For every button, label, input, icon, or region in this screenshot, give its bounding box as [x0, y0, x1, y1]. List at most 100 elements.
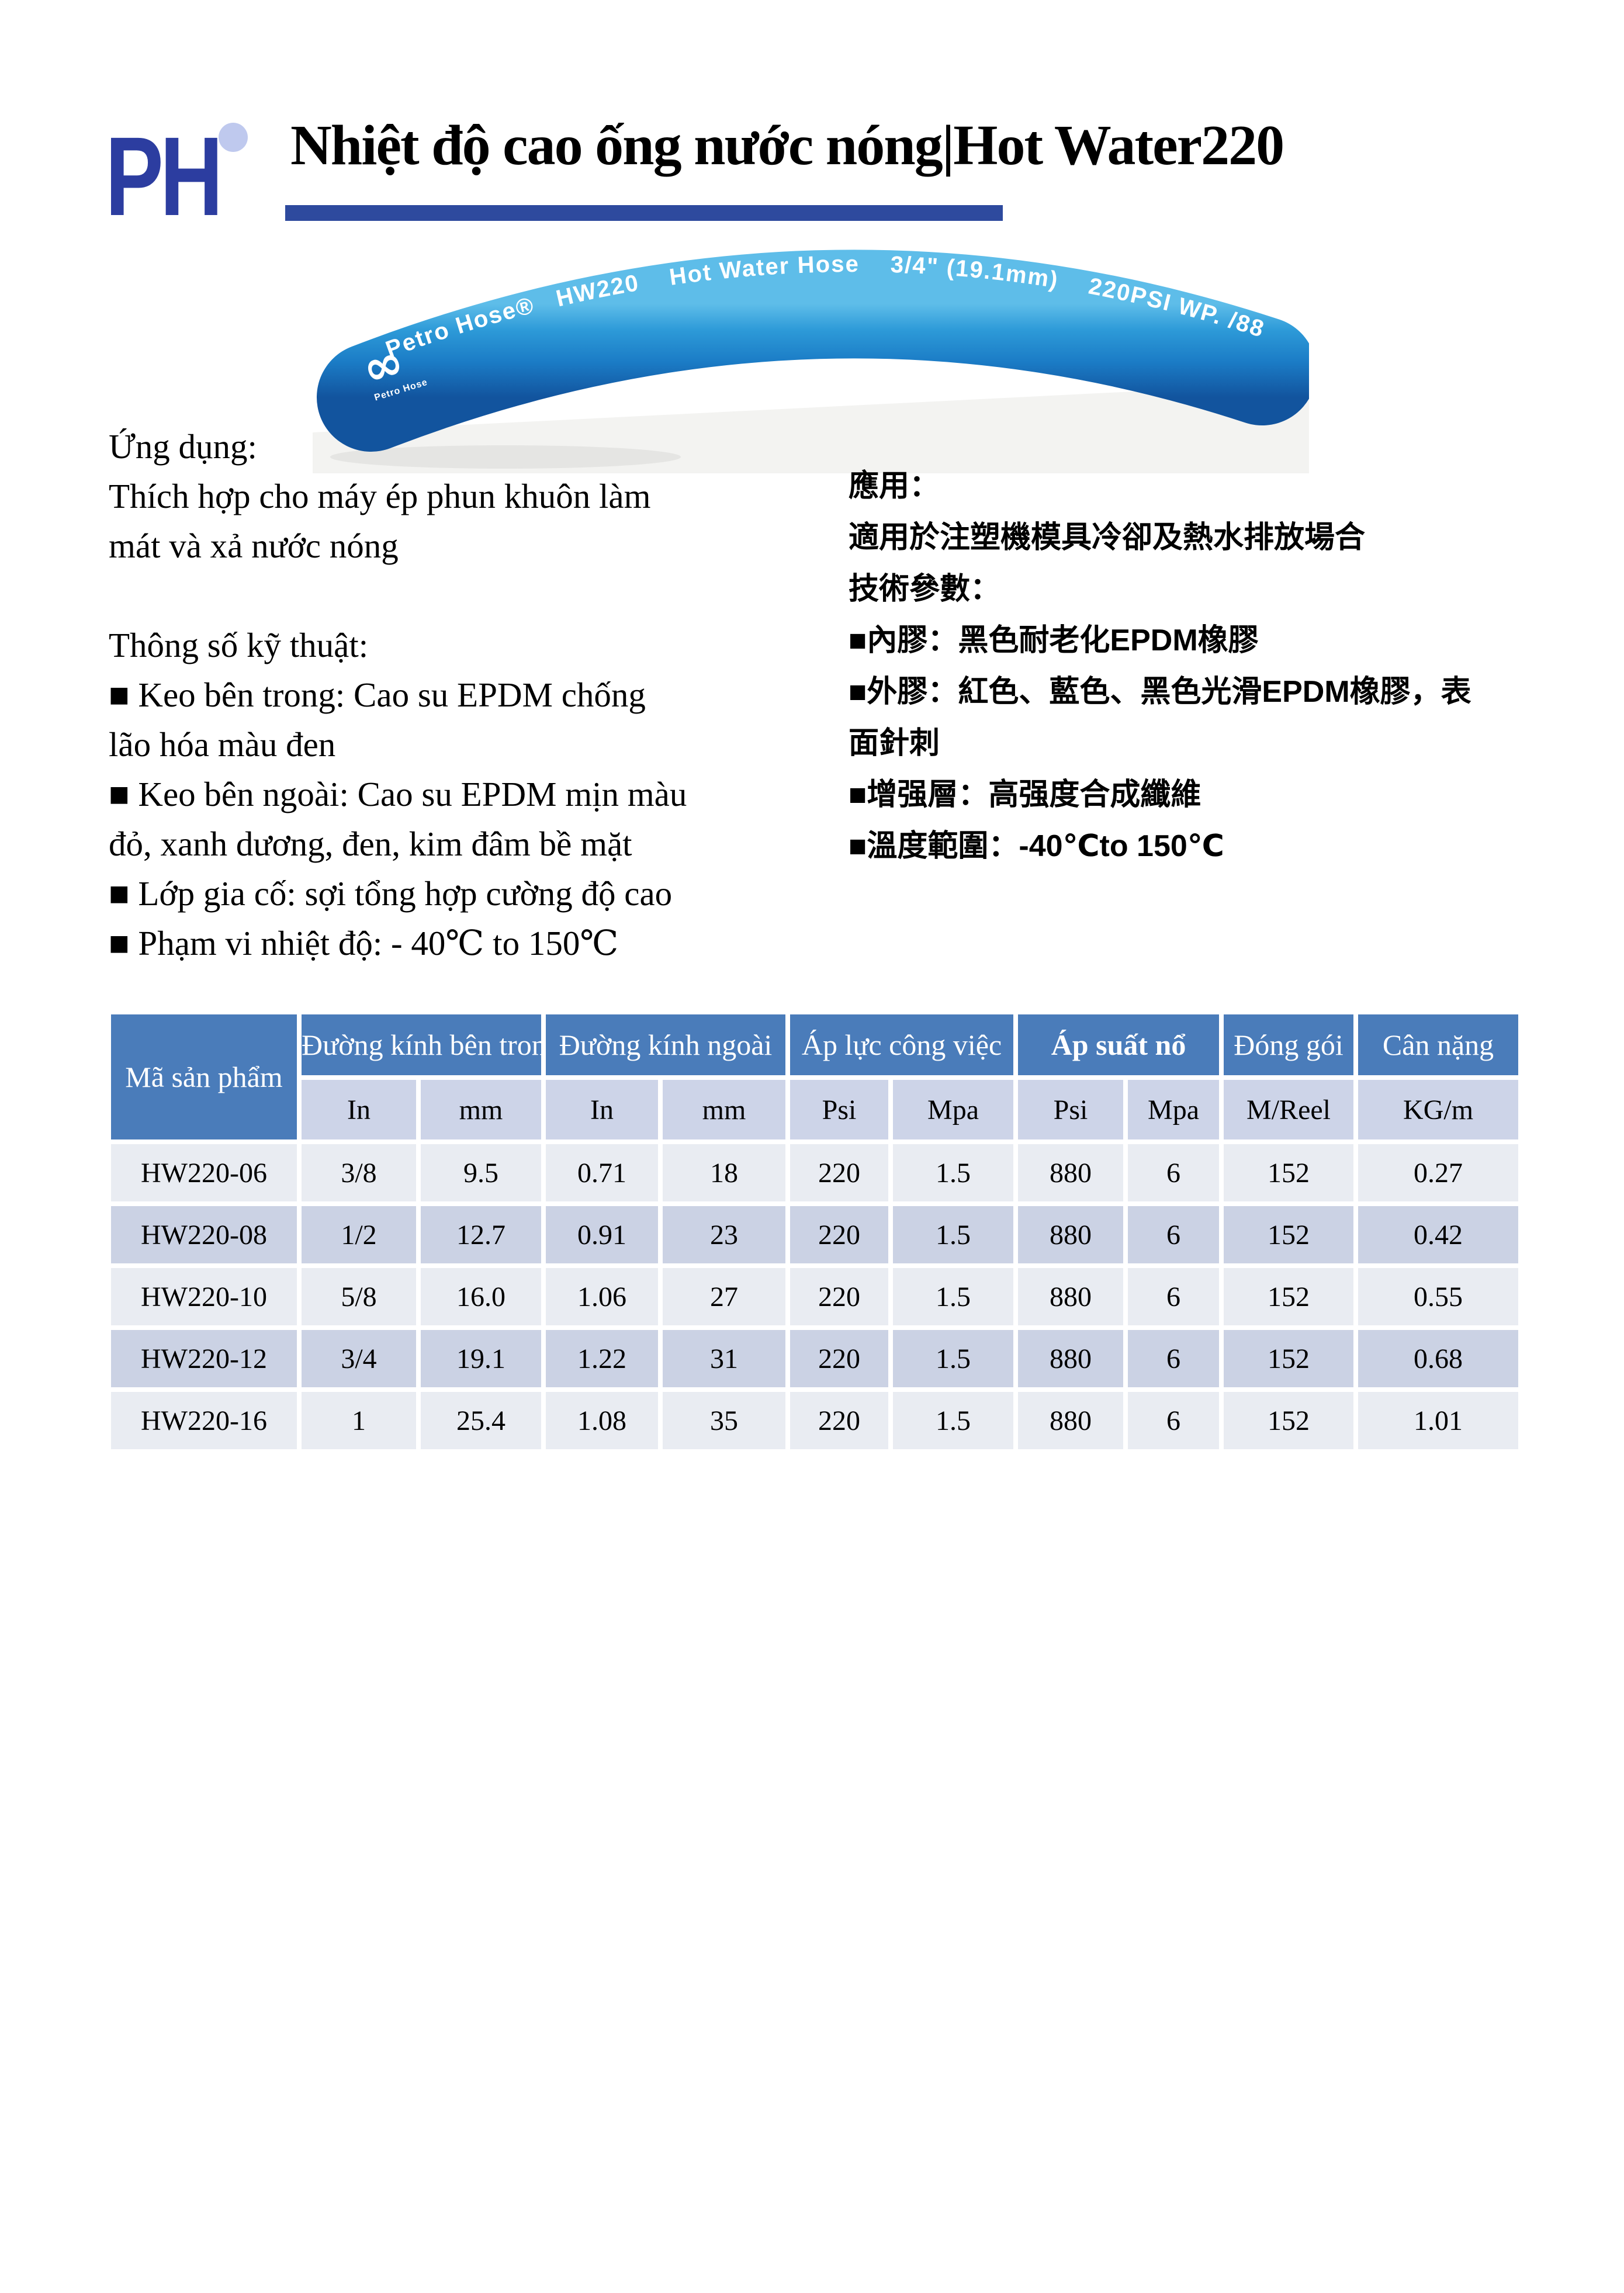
- zh-line: ■增强層：高强度合成纖維: [849, 778, 1201, 812]
- table-header-units: In mm In mm Psi Mpa Psi Mpa M/Reel KG/m: [111, 1080, 1519, 1139]
- table-cell: 5/8: [302, 1268, 416, 1325]
- table-cell: 1.01: [1358, 1392, 1519, 1449]
- table-cell: 880: [1018, 1144, 1124, 1201]
- product-code: HW220-16: [111, 1392, 297, 1449]
- unit-header: Psi: [1018, 1080, 1124, 1139]
- table-cell: 220: [790, 1206, 888, 1263]
- table-cell: 152: [1224, 1330, 1354, 1387]
- unit-header: mm: [663, 1080, 785, 1139]
- table-cell: 31: [663, 1330, 785, 1387]
- zh-line: 面針刺: [849, 726, 940, 760]
- column-group-packing: Đóng gói: [1224, 1014, 1354, 1075]
- table-cell: 16.0: [421, 1268, 541, 1325]
- zh-line: ■內膠：黑色耐老化EPDM橡膠: [849, 624, 1259, 657]
- column-group-weight: Cân nặng: [1358, 1014, 1519, 1075]
- table-cell: 6: [1128, 1330, 1220, 1387]
- table-cell: 9.5: [421, 1144, 541, 1201]
- unit-header: Psi: [790, 1080, 888, 1139]
- zh-line: ■外膠：紅色、藍色、黑色光滑EPDM橡膠，表: [849, 675, 1471, 709]
- unit-header: mm: [421, 1080, 541, 1139]
- table-cell: 152: [1224, 1144, 1354, 1201]
- table-cell: 220: [790, 1144, 888, 1201]
- unit-header: In: [302, 1080, 416, 1139]
- page-title: Nhiệt độ cao ống nước nóng|Hot Water220: [290, 114, 1284, 177]
- vietnamese-specs: Ứng dụng: Thích hợp cho máy ép phun khuô…: [109, 422, 863, 968]
- table-row: HW220-10 5/8 16.0 1.06 27 220 1.5 880 6 …: [111, 1268, 1519, 1325]
- table-cell: 6: [1128, 1392, 1220, 1449]
- table-cell: 12.7: [421, 1206, 541, 1263]
- table-row: HW220-08 1/2 12.7 0.91 23 220 1.5 880 6 …: [111, 1206, 1519, 1263]
- table-cell: 1: [302, 1392, 416, 1449]
- table-cell: 0.71: [546, 1144, 658, 1201]
- column-group-working-pressure: Áp lực công việc: [790, 1014, 1014, 1075]
- table-cell: 23: [663, 1206, 785, 1263]
- table-cell: 1.5: [893, 1330, 1014, 1387]
- vi-line: ■ Lớp gia cố: sợi tổng hợp cường độ cao: [109, 874, 673, 913]
- table-row: HW220-16 1 25.4 1.08 35 220 1.5 880 6 15…: [111, 1392, 1519, 1449]
- logo-text: PH: [105, 113, 223, 239]
- hose-photo: Petro Hose® HW220 Hot Water Hose 3/4" (1…: [313, 240, 1309, 473]
- table-cell: 0.55: [1358, 1268, 1519, 1325]
- table-cell: 1.08: [546, 1392, 658, 1449]
- hose-shadow: [330, 445, 681, 469]
- table-cell: 152: [1224, 1206, 1354, 1263]
- table-row: HW220-06 3/8 9.5 0.71 18 220 1.5 880 6 1…: [111, 1144, 1519, 1201]
- table-cell: 0.27: [1358, 1144, 1519, 1201]
- unit-header: Mpa: [1128, 1080, 1220, 1139]
- table-cell: 1.5: [893, 1144, 1014, 1201]
- table-cell: 6: [1128, 1206, 1220, 1263]
- product-code: HW220-06: [111, 1144, 297, 1201]
- vi-line: ■ Keo bên trong: Cao su EPDM chống: [109, 676, 646, 714]
- unit-header: M/Reel: [1224, 1080, 1354, 1139]
- unit-header: KG/m: [1358, 1080, 1519, 1139]
- logo-dot-icon: [219, 123, 248, 152]
- table-cell: 1.5: [893, 1392, 1014, 1449]
- vi-line: lão hóa màu đen: [109, 725, 336, 764]
- company-logo: PH: [92, 113, 268, 249]
- table-cell: 1.22: [546, 1330, 658, 1387]
- hose-body: [317, 250, 1309, 452]
- vi-line: Ứng dụng:: [109, 427, 257, 466]
- vi-line: ■ Phạm vi nhiệt độ: - 40℃ to 150℃: [109, 924, 619, 962]
- table-cell: 1.06: [546, 1268, 658, 1325]
- table-cell: 6: [1128, 1268, 1220, 1325]
- zh-line: 應用：: [849, 469, 940, 503]
- table-cell: 0.68: [1358, 1330, 1519, 1387]
- unit-header: In: [546, 1080, 658, 1139]
- table-cell: 880: [1018, 1392, 1124, 1449]
- unit-header: Mpa: [893, 1080, 1014, 1139]
- table-cell: 152: [1224, 1268, 1354, 1325]
- table-header-groups: Mã sản phẩm Đường kính bên trong Đường k…: [111, 1014, 1519, 1139]
- product-code: HW220-10: [111, 1268, 297, 1325]
- table-cell: 35: [663, 1392, 785, 1449]
- product-code: HW220-12: [111, 1330, 297, 1387]
- table-cell: 1/2: [302, 1206, 416, 1263]
- vi-line: Thông số kỹ thuật:: [109, 626, 369, 664]
- table-cell: 3/4: [302, 1330, 416, 1387]
- title-underline: [285, 205, 1003, 221]
- table-row: HW220-12 3/4 19.1 1.22 31 220 1.5 880 6 …: [111, 1330, 1519, 1387]
- table-cell: 220: [790, 1330, 888, 1387]
- product-code: HW220-08: [111, 1206, 297, 1263]
- column-group-burst-pressure: Áp suất nổ: [1018, 1014, 1220, 1075]
- table-cell: 27: [663, 1268, 785, 1325]
- column-group-inner-diameter: Đường kính bên trong: [302, 1014, 541, 1075]
- spec-table: Mã sản phẩm Đường kính bên trong Đường k…: [106, 1010, 1523, 1454]
- table-cell: 880: [1018, 1268, 1124, 1325]
- vi-line: mát và xả nước nóng: [109, 527, 399, 565]
- zh-line: ■溫度範圍：-40℃to 150℃: [849, 829, 1224, 863]
- column-group-outer-diameter: Đường kính ngoài: [546, 1014, 785, 1075]
- table-cell: 1.5: [893, 1268, 1014, 1325]
- vi-line: Thích hợp cho máy ép phun khuôn làm: [109, 477, 651, 515]
- column-header-product: Mã sản phẩm: [111, 1014, 297, 1139]
- table-cell: 6: [1128, 1144, 1220, 1201]
- table-cell: 0.42: [1358, 1206, 1519, 1263]
- table-cell: 19.1: [421, 1330, 541, 1387]
- vi-line: ■ Keo bên ngoài: Cao su EPDM mịn màu: [109, 775, 687, 813]
- vi-line: đỏ, xanh dương, đen, kim đâm bề mặt: [109, 825, 632, 863]
- zh-line: 適用於注塑機模具冷卻及熱水排放場合: [849, 521, 1366, 555]
- table-cell: 220: [790, 1392, 888, 1449]
- table-cell: 25.4: [421, 1392, 541, 1449]
- table-cell: 152: [1224, 1392, 1354, 1449]
